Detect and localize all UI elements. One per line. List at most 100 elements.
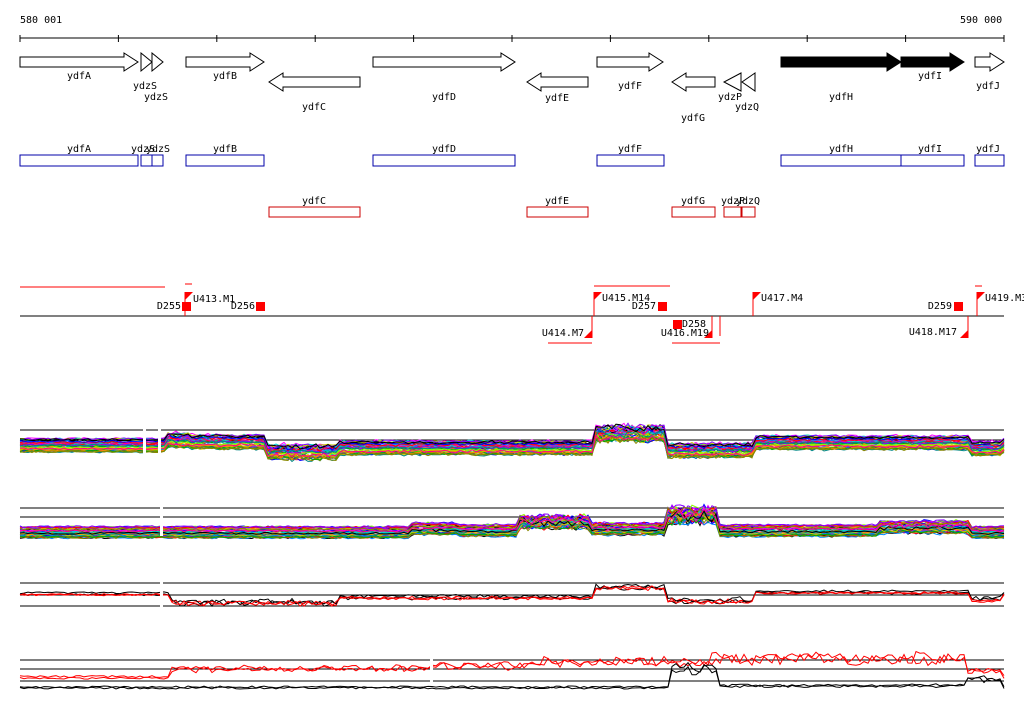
feature-label: U417.M4 — [761, 293, 803, 304]
gene-shape — [151, 51, 164, 73]
gene-arrow-ydfD[interactable]: ydfD — [372, 52, 516, 103]
annotation-box-ydfI[interactable]: ydfI — [900, 144, 965, 167]
gene-arrow-ydzS[interactable]: ydzS — [133, 51, 157, 92]
expression-trace — [19, 504, 1005, 529]
feature-U415.M14[interactable]: U415.M14 — [593, 292, 650, 316]
annotation-label: ydfG — [681, 196, 705, 207]
expression-panel-2 — [19, 496, 1005, 540]
annotation-box-ydfB[interactable]: ydfB — [185, 144, 265, 167]
feature-D256[interactable]: D256 — [231, 301, 265, 312]
gene-shape — [268, 72, 361, 92]
feature-square — [658, 302, 667, 311]
feature-U419.M3[interactable]: U419.M3 — [976, 292, 1024, 316]
annotation-box-ydfA[interactable]: ydfA — [19, 144, 139, 167]
gene-arrow-ydfB[interactable]: ydfB — [185, 52, 265, 82]
gene-shape — [780, 52, 902, 72]
expression-trace — [19, 506, 1005, 529]
scale-ticks — [19, 35, 1005, 42]
gene-shape — [185, 52, 265, 72]
annotation-box-ydfF[interactable]: ydfF — [596, 144, 665, 167]
expression-trace — [19, 428, 1005, 456]
expression-trace — [19, 434, 1005, 458]
annotation-rect — [19, 154, 139, 167]
feature-flag — [185, 292, 193, 300]
feature-D255[interactable]: D255 — [157, 301, 191, 312]
scale-end-label: 590 000 — [960, 15, 1002, 26]
gene-shape — [526, 72, 589, 92]
feature-U418.M17[interactable]: U418.M17 — [909, 316, 969, 338]
gene-arrow-ydfH[interactable]: ydfH — [780, 52, 902, 103]
annotation-rect — [268, 206, 361, 218]
gene-shape — [671, 72, 716, 92]
annotation-box-ydzP[interactable]: ydzP — [721, 196, 745, 218]
gene-arrow-ydfC[interactable]: ydfC — [268, 72, 361, 113]
feature-U417.M4[interactable]: U417.M4 — [752, 292, 803, 316]
gene-arrow-ydzP[interactable]: ydzP — [718, 72, 742, 103]
gene-arrow-ydfJ[interactable]: ydfJ — [974, 52, 1005, 92]
feature-square — [673, 320, 682, 329]
feature-label: U414.M7 — [542, 328, 584, 339]
gene-arrow-ydzQ[interactable]: ydzQ — [735, 72, 759, 113]
annotation-rect — [140, 154, 153, 167]
annotation-rect — [372, 154, 516, 167]
annotation-label: ydfD — [432, 144, 456, 155]
annotation-label: ydfC — [302, 196, 326, 207]
annotation-box-ydzQ[interactable]: ydzQ — [736, 196, 760, 218]
feature-U413.M1[interactable]: U413.M1 — [184, 292, 235, 316]
expression-trace — [19, 584, 1005, 607]
annotation-rect — [671, 206, 716, 218]
trace-gap — [143, 418, 146, 458]
annotation-label: ydzS — [146, 144, 170, 155]
annotation-label: ydzQ — [736, 196, 760, 207]
gene-label: ydfJ — [976, 81, 1000, 92]
feature-U416.M19[interactable]: U416.M19 — [661, 316, 713, 339]
scale-bar: 580 001 590 000 — [19, 15, 1005, 42]
annotation-box-ydfH[interactable]: ydfH — [780, 144, 902, 167]
annotation-box-ydfJ[interactable]: ydfJ — [974, 144, 1005, 167]
annotation-label: ydfI — [918, 144, 942, 155]
trace-gap — [160, 571, 163, 611]
feature-flag — [584, 330, 592, 338]
feature-label: D257 — [632, 301, 656, 312]
feature-label: D259 — [928, 301, 952, 312]
feature-flag — [753, 292, 761, 300]
annotation-label: ydfB — [213, 144, 237, 155]
feature-square — [182, 302, 191, 311]
annotation-box-ydfG[interactable]: ydfG — [671, 196, 716, 218]
annotation-box-ydzS[interactable]: ydzS — [146, 144, 170, 167]
gene-arrow-ydfA[interactable]: ydfA — [19, 52, 139, 82]
gene-label: ydfI — [918, 71, 942, 82]
expression-trace — [19, 422, 1005, 449]
feature-flag — [977, 292, 985, 300]
feature-label: D258 — [682, 319, 706, 330]
expression-trace — [19, 423, 1005, 450]
trace-gap — [430, 648, 433, 688]
scale-start-label: 580 001 — [20, 15, 62, 26]
gene-shape — [140, 51, 153, 73]
feature-label: D255 — [157, 301, 181, 312]
feature-D259[interactable]: D259 — [928, 301, 963, 312]
gene-arrow-ydzS[interactable]: ydzS — [144, 51, 168, 103]
annotation-label: ydzP — [721, 196, 745, 207]
gene-arrow-ydfF[interactable]: ydfF — [596, 52, 664, 92]
annotation-label: ydfF — [618, 144, 642, 155]
annotation-box-ydfE[interactable]: ydfE — [526, 196, 589, 218]
expression-panel-4 — [19, 648, 1005, 690]
expression-trace — [19, 509, 1005, 535]
feature-label: D256 — [231, 301, 255, 312]
feature-U414.M7[interactable]: U414.M7 — [542, 316, 593, 339]
gene-arrow-ydfI[interactable]: ydfI — [900, 52, 965, 82]
annotation-box-ydfC[interactable]: ydfC — [268, 196, 361, 218]
feature-D258[interactable]: D258 — [673, 319, 706, 330]
gene-arrow-ydfG[interactable]: ydfG — [671, 72, 716, 124]
feature-D257[interactable]: D257 — [632, 301, 667, 312]
annotation-box-ydfD[interactable]: ydfD — [372, 144, 516, 167]
feature-label: U415.M14 — [602, 293, 650, 304]
gene-shape — [900, 52, 965, 72]
gene-arrow-ydfE[interactable]: ydfE — [526, 72, 589, 104]
annotation-rect — [596, 154, 665, 167]
expression-trace — [19, 427, 1005, 452]
expression-trace — [19, 506, 1005, 531]
